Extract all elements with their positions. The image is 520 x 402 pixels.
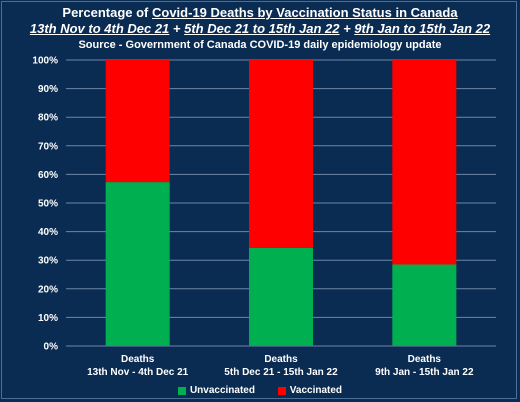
chart-subtitle: 13th Nov to 4th Dec 21 + 5th Dec 21 to 1… <box>0 21 520 37</box>
y-tick-label: 50% <box>38 199 58 210</box>
bar-vaccinated-1 <box>105 60 170 183</box>
bar-unvaccinated-2 <box>249 247 313 346</box>
subtitle-period-2: 5th Dec 21 to 15th Jan 22 <box>184 21 340 36</box>
x-category-label: 9th Jan - 15th Jan 22 <box>375 367 474 378</box>
x-category-label: Deaths <box>264 354 298 365</box>
y-tick-label: 20% <box>38 284 58 295</box>
chart-title-block: Percentage of Covid-19 Deaths by Vaccina… <box>0 5 520 53</box>
bar-vaccinated-2 <box>249 60 313 248</box>
subtitle-period-3: 9th Jan to 15th Jan 22 <box>354 21 491 36</box>
legend-item-unvaccinated: Unvaccinated <box>177 385 255 396</box>
title-link: Covid-19 Deaths by Vaccination Status in… <box>152 5 458 20</box>
chart-source: Source - Government of Canada COVID-19 d… <box>78 39 442 51</box>
x-category-label: Deaths <box>408 354 442 365</box>
y-tick-label: 90% <box>38 84 58 95</box>
x-category-label: 13th Nov - 4th Dec 21 <box>87 367 189 378</box>
subtitle-sep-1: + <box>169 21 185 36</box>
bar-unvaccinated-3 <box>392 264 457 346</box>
y-tick-label: 10% <box>38 313 58 324</box>
y-tick-label: 0% <box>44 342 59 353</box>
legend-label-vaccinated: Vaccinated <box>289 385 343 396</box>
y-tick-label: 60% <box>38 170 58 181</box>
chart-title: Percentage of Covid-19 Deaths by Vaccina… <box>0 5 520 21</box>
y-tick-label: 80% <box>38 113 58 124</box>
legend-swatch-unvaccinated <box>177 386 186 395</box>
legend-label-unvaccinated: Unvaccinated <box>189 385 255 396</box>
y-tick-label: 70% <box>38 141 58 152</box>
subtitle-sep-2: + <box>339 21 355 36</box>
chart-legend: Unvaccinated Vaccinated <box>0 385 520 398</box>
bar-vaccinated-3 <box>392 60 457 265</box>
y-tick-label: 40% <box>38 227 58 238</box>
bar-unvaccinated-1 <box>105 182 170 346</box>
y-tick-label: 100% <box>32 56 58 67</box>
title-prefix: Percentage of <box>62 5 152 20</box>
subtitle-period-1: 13th Nov to 4th Dec 21 <box>29 21 170 36</box>
legend-item-vaccinated: Vaccinated <box>277 385 343 396</box>
legend-swatch-vaccinated <box>277 386 286 395</box>
y-tick-label: 30% <box>38 256 58 267</box>
x-category-label: Deaths <box>121 354 155 365</box>
x-category-label: 5th Dec 21 - 15th Jan 22 <box>224 367 338 378</box>
